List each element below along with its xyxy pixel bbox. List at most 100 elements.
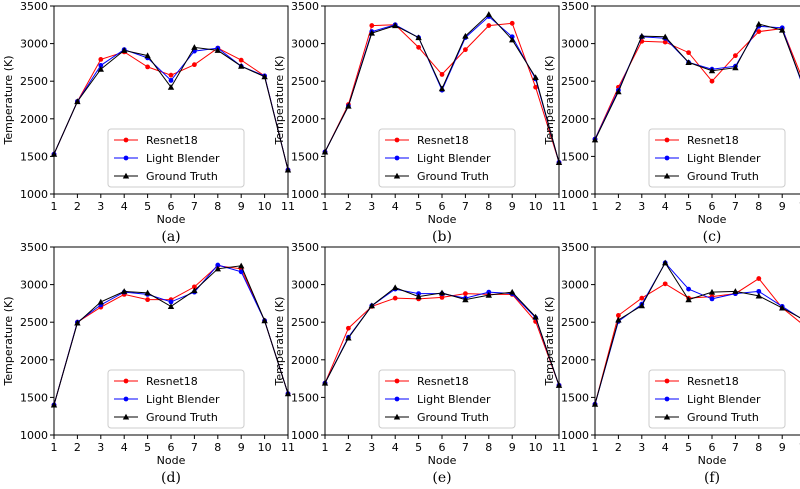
data-point: [191, 44, 198, 50]
data-point: [145, 64, 151, 70]
x-tick-label: 5: [685, 441, 692, 454]
data-point: [709, 78, 715, 84]
x-tick-label: 2: [74, 200, 81, 213]
legend-item: Resnet18: [385, 375, 469, 388]
legend-marker: [664, 378, 670, 384]
data-point: [168, 299, 174, 305]
x-tick-label: 2: [345, 200, 352, 213]
data-point: [686, 286, 691, 292]
data-point: [121, 47, 128, 53]
x-tick-label: 3: [638, 200, 645, 213]
legend-marker: [394, 396, 400, 402]
legend-item: Resnet18: [114, 375, 198, 388]
legend-marker: [664, 396, 670, 402]
x-tick-label: 4: [392, 200, 399, 213]
data-point: [438, 289, 446, 296]
legend-label: Light Blender: [687, 152, 761, 165]
x-tick-label: 11: [281, 441, 295, 454]
legend-marker: [123, 155, 129, 161]
legend-marker: [664, 155, 670, 161]
x-tick-label: 7: [732, 200, 739, 213]
data-point: [145, 297, 151, 303]
x-tick-label: 5: [144, 441, 151, 454]
data-point: [756, 29, 762, 34]
legend-box: [107, 369, 245, 429]
data-point: [662, 39, 668, 45]
data-point: [192, 62, 197, 68]
data-point: [686, 50, 691, 56]
legend-label: Light Blender: [417, 152, 491, 165]
data-point: [238, 262, 245, 269]
x-tick-label: 3: [368, 200, 375, 213]
x-tick-label: 10: [529, 441, 543, 454]
x-axis-label: Node: [698, 213, 727, 226]
data-point: [261, 73, 268, 80]
x-tick-label: 2: [615, 200, 622, 213]
data-point: [756, 276, 762, 281]
data-point: [121, 288, 128, 294]
x-tick-label: 10: [529, 200, 543, 213]
data-point: [662, 33, 669, 40]
x-tick-label: 11: [281, 200, 295, 213]
x-tick-label: 2: [74, 441, 81, 454]
data-point: [616, 313, 621, 318]
data-point: [345, 334, 352, 341]
series-ground-truth: [50, 44, 292, 173]
y-tick-label: 1500: [561, 391, 589, 404]
y-tick-label: 2500: [20, 316, 48, 329]
legend-label: Light Blender: [417, 393, 491, 406]
legend-marker: [393, 413, 401, 420]
x-tick-label: 1: [592, 200, 599, 213]
data-point: [532, 313, 539, 320]
x-tick-label: 5: [415, 441, 422, 454]
x-axis-label: Node: [157, 454, 186, 467]
x-axis-label: Node: [428, 454, 457, 467]
data-point: [214, 265, 221, 272]
y-tick-label: 2000: [291, 113, 319, 126]
legend-item: Ground Truth: [385, 170, 489, 183]
x-tick-label: 4: [662, 441, 669, 454]
data-point: [238, 57, 244, 63]
data-point: [639, 295, 645, 301]
legend-marker: [122, 172, 130, 179]
x-tick-label: 1: [51, 200, 58, 213]
y-axis-label: Temperature (K): [543, 56, 556, 146]
y-tick-label: 2500: [291, 75, 319, 88]
y-tick-label: 2500: [561, 75, 589, 88]
x-tick-label: 6: [439, 200, 446, 213]
x-tick-label: 8: [485, 441, 492, 454]
legend: Resnet18 Light Blender Ground Truth: [378, 369, 516, 429]
legend-item: Ground Truth: [655, 170, 759, 183]
x-tick-label: 4: [392, 441, 399, 454]
data-point: [261, 317, 268, 324]
data-point: [463, 47, 468, 53]
panel-caption: (e): [432, 470, 451, 486]
y-tick-label: 1500: [561, 150, 589, 163]
legend-marker: [393, 172, 401, 179]
data-point: [214, 47, 221, 53]
data-point: [97, 65, 104, 72]
series-ground-truth: [50, 262, 292, 408]
x-tick-label: 3: [97, 441, 104, 454]
panel-caption: (f): [704, 470, 720, 486]
legend-marker: [394, 155, 400, 161]
data-point: [74, 98, 81, 105]
x-tick-label: 2: [345, 441, 352, 454]
data-point: [533, 84, 538, 90]
y-tick-label: 3000: [561, 38, 589, 51]
x-tick-label: 8: [214, 441, 221, 454]
legend-label: Resnet18: [417, 375, 469, 388]
x-tick-label: 1: [322, 441, 329, 454]
data-point: [144, 52, 151, 59]
y-tick-label: 1500: [291, 391, 319, 404]
data-point: [532, 74, 539, 80]
y-tick-label: 3500: [291, 241, 319, 254]
y-axis-label: Temperature (K): [273, 56, 286, 146]
legend-box: [107, 128, 245, 188]
data-point: [50, 150, 58, 157]
data-point: [509, 36, 516, 43]
legend-marker: [122, 413, 130, 420]
legend: Resnet18 Light Blender Ground Truth: [648, 369, 786, 429]
y-tick-label: 3000: [291, 279, 319, 292]
legend-marker: [663, 413, 671, 420]
